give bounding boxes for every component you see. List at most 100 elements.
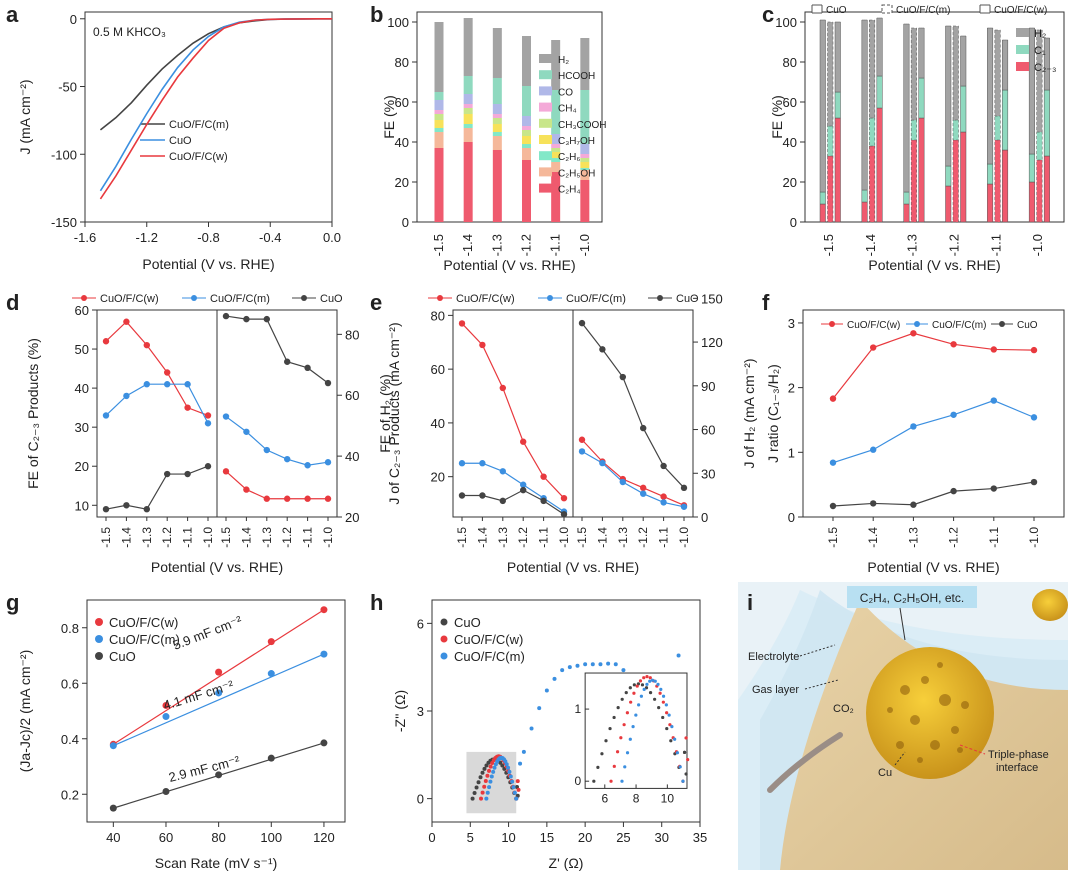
- h-inset-point: [596, 765, 600, 769]
- b-bar-segment: [551, 40, 561, 90]
- h-point: [491, 769, 496, 774]
- h-inset-point: [668, 723, 672, 727]
- g-xtick-label: 60: [159, 830, 173, 845]
- d-ytick-label: 60: [75, 303, 89, 318]
- h-point: [488, 764, 493, 769]
- d-xlabel: Potential (V vs. RHE): [151, 559, 283, 575]
- f-frame: [802, 309, 1065, 518]
- d-ytick-label: 60: [345, 388, 359, 403]
- e-right-point: [660, 462, 667, 470]
- a-xtick-label: -0.4: [259, 230, 281, 245]
- h-inset-point: [675, 751, 680, 755]
- c-bar-segment: [994, 139, 1001, 223]
- c-xtick-label: -1.4: [863, 234, 878, 256]
- b-bar-segment: [434, 128, 444, 132]
- f-point: [910, 501, 917, 508]
- triple-phase-label-2: interface: [996, 762, 1038, 774]
- d-xtick-label: -1.0: [321, 527, 335, 548]
- a-ylabel: J (mA cm⁻²): [17, 79, 33, 154]
- c-xtick-label: -1.5: [821, 234, 836, 256]
- g-point: [320, 606, 328, 614]
- h-point: [676, 653, 681, 658]
- b-legend-label: CH₃COOH: [558, 120, 607, 131]
- c-bar-segment: [910, 119, 917, 141]
- c-bar-segment: [903, 191, 910, 205]
- b-xtick-label: -1.5: [431, 234, 446, 256]
- c-bar-segment: [1028, 153, 1035, 183]
- e-xtick-label: -1.3: [496, 527, 510, 548]
- b-bar-segment: [463, 76, 473, 94]
- c-bar-segment: [952, 119, 959, 141]
- g-point: [267, 638, 275, 646]
- sphere-pores: [887, 662, 969, 763]
- g-point: [215, 668, 223, 676]
- d-ytick-label: 40: [345, 449, 359, 464]
- b-bar-segment: [522, 116, 531, 126]
- f-point: [870, 500, 877, 507]
- b-ytick-label: 60: [395, 95, 409, 110]
- b-legend-swatch: [539, 151, 552, 161]
- e-xtick-label: -1.1: [537, 527, 551, 548]
- h-inset-point: [645, 675, 649, 679]
- h-point: [482, 766, 487, 771]
- b-xtick-label: -1.3: [489, 234, 504, 256]
- h-inset-ytick-label: 0: [574, 774, 581, 788]
- g-point: [109, 742, 117, 750]
- h-inset-point: [644, 686, 649, 690]
- h-inset-point: [653, 679, 657, 683]
- h-inset-point: [661, 715, 665, 720]
- b-bar-segment: [463, 108, 473, 114]
- g-xtick-label: 80: [211, 830, 225, 845]
- h-inset-point: [632, 691, 636, 695]
- g-slope-annotation: 4.1 mF cm⁻²: [161, 677, 235, 713]
- h-point: [484, 796, 489, 801]
- c-bar-segment: [861, 19, 868, 191]
- c-bar-segment: [1002, 39, 1009, 91]
- second-catalyst-sphere: [1032, 589, 1068, 621]
- e-xtick-label: -1.0: [677, 527, 691, 548]
- e-left-point: [540, 473, 547, 480]
- h-point: [472, 791, 477, 796]
- e-legend-label: CuO: [676, 293, 699, 305]
- d-left-point: [102, 412, 110, 419]
- h-point: [552, 676, 557, 681]
- d-legend-label: CuO: [320, 293, 343, 305]
- d-legend-marker: [81, 295, 87, 301]
- d-right-point: [243, 486, 250, 493]
- d-xtick-label: -1.1: [181, 527, 195, 548]
- panel-label-a: a: [6, 2, 19, 27]
- h-inset-xtick-label: 6: [601, 791, 608, 805]
- h-legend-label: CuO/F/C(m): [454, 649, 525, 664]
- c-bar-segment: [876, 107, 883, 223]
- e-right-point: [578, 319, 586, 327]
- b-bar-segment: [463, 128, 473, 142]
- c-bar-segment: [827, 21, 834, 127]
- c-legend-sample-label: CuO: [826, 5, 847, 16]
- b-legend-label: CH₄: [558, 104, 577, 115]
- g-ylabel: (Ja-Jc)/2 (mA cm⁻²): [17, 650, 33, 773]
- c-bar-segment: [910, 27, 917, 121]
- h-xtick-label: 35: [693, 830, 707, 845]
- b-bar-segment: [492, 118, 502, 124]
- h-xtick-label: 0: [428, 830, 435, 845]
- f-xtick-label: -1.2: [947, 527, 961, 548]
- c-bar-segment: [834, 117, 841, 223]
- h-inset-point: [620, 697, 624, 701]
- b-xtick-label: -1.4: [460, 234, 475, 256]
- f-xtick-label: -1.0: [1027, 527, 1041, 548]
- d-xtick-label: -1.4: [119, 527, 133, 548]
- c-xtick-label: -1.2: [947, 234, 962, 256]
- h-inset-point: [661, 700, 665, 704]
- h-inset-point: [600, 752, 604, 756]
- b-bar-segment: [551, 144, 561, 148]
- d-right-point: [284, 455, 291, 463]
- d-right-line: [225, 470, 328, 500]
- e-left-line: [462, 489, 565, 515]
- b-legend-label: C₃H₇OH: [558, 136, 595, 147]
- e-right-point: [599, 459, 606, 467]
- a-series-line: [99, 17, 332, 200]
- c-bar-segment: [819, 203, 826, 223]
- c-ytick-label: 80: [783, 55, 797, 70]
- h-inset-point: [661, 694, 666, 698]
- d-left-point: [102, 505, 110, 513]
